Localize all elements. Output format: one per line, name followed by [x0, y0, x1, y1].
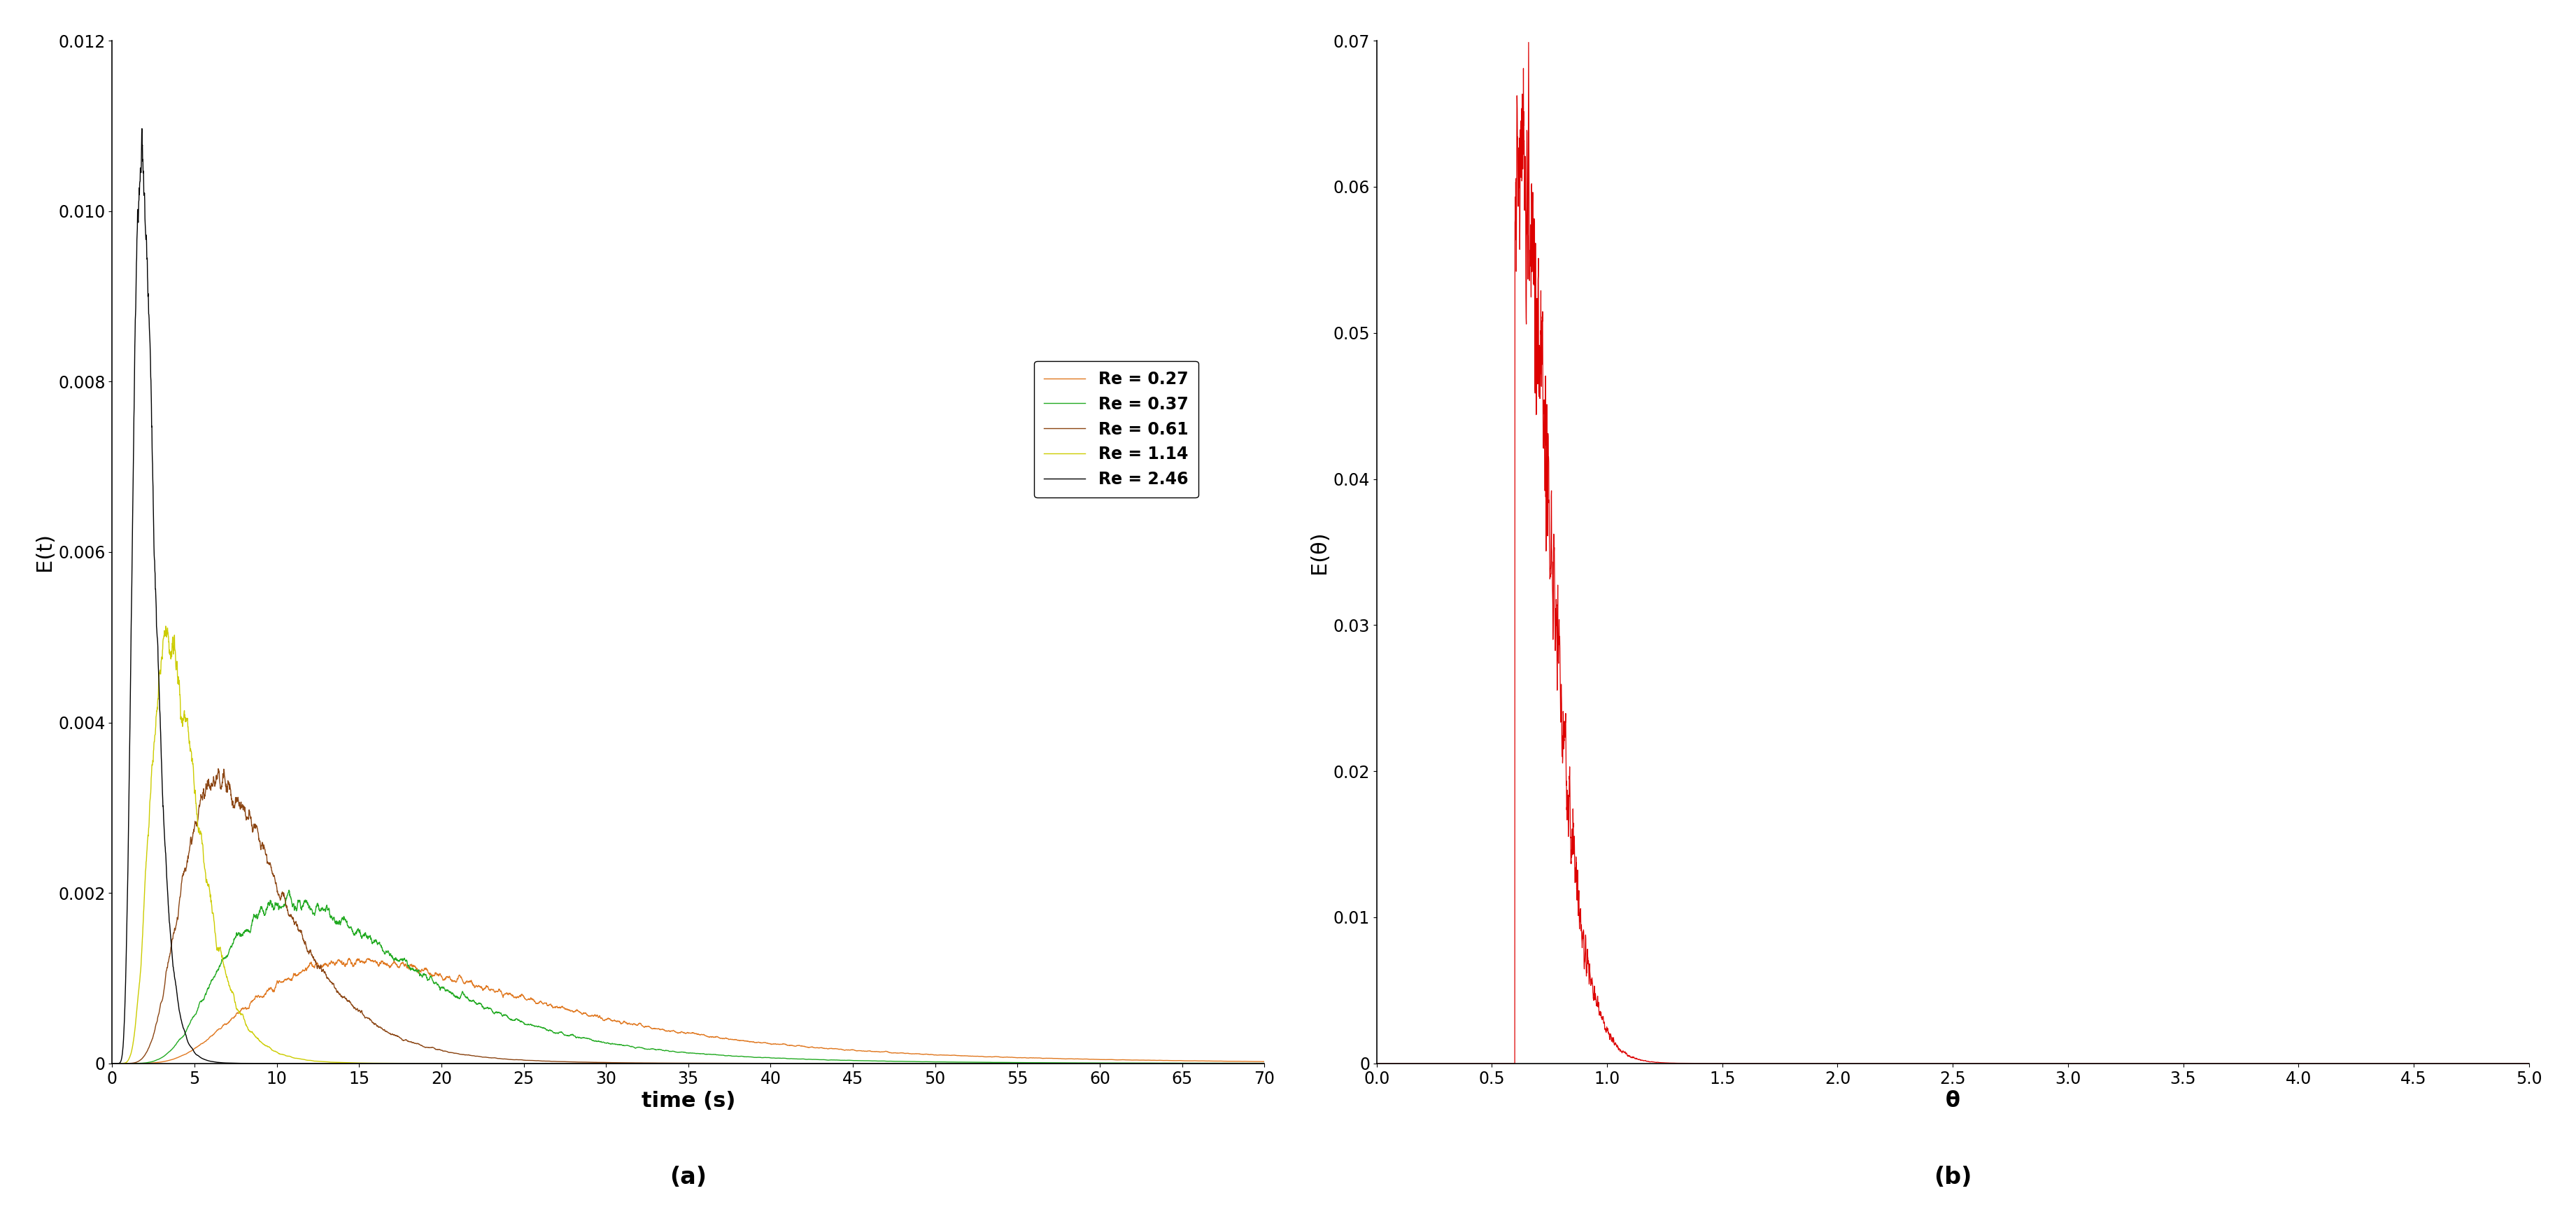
Y-axis label: E(t): E(t) — [33, 533, 54, 572]
Re = 0.37 — [322, 914, 353, 929]
Re = 0.37 — [894, 1054, 925, 1068]
Re = 0.61 — [894, 1056, 925, 1071]
Text: (b): (b) — [1935, 1165, 1971, 1189]
Re = 0.37 — [1136, 1056, 1167, 1071]
Legend: Re = 0.27, Re = 0.37, Re = 0.61, Re = 1.14, Re = 2.46: Re = 0.27, Re = 0.37, Re = 0.61, Re = 1.… — [1033, 361, 1198, 498]
Re = 0.27 — [98, 1056, 129, 1071]
Re = 2.46 — [894, 1056, 925, 1071]
Re = 2.46 — [1249, 1056, 1280, 1071]
Line: Re = 0.37: Re = 0.37 — [113, 890, 1265, 1063]
Re = 0.27 — [322, 953, 353, 968]
Re = 0.27 — [332, 951, 363, 965]
X-axis label: θ: θ — [1945, 1091, 1960, 1111]
Re = 2.46 — [1175, 1056, 1206, 1071]
Re = 0.61 — [98, 1056, 129, 1071]
Line: Re = 1.14: Re = 1.14 — [113, 626, 1265, 1063]
Y-axis label: E(θ): E(θ) — [1309, 531, 1329, 573]
Re = 0.61 — [322, 985, 353, 999]
Re = 0.37 — [654, 1044, 685, 1059]
Re = 0.27 — [1167, 1054, 1198, 1068]
Re = 2.46 — [1167, 1056, 1198, 1071]
Re = 1.14 — [322, 1055, 353, 1070]
Re = 0.27 — [1175, 1054, 1206, 1068]
Re = 1.14 — [1167, 1056, 1198, 1071]
Re = 1.14 — [894, 1056, 925, 1071]
Re = 0.61 — [654, 1056, 685, 1071]
Re = 0.61 — [1136, 1056, 1167, 1071]
Re = 1.14 — [149, 619, 180, 634]
Re = 0.37 — [1175, 1056, 1206, 1071]
Line: Re = 2.46: Re = 2.46 — [113, 129, 1265, 1063]
Re = 1.14 — [1175, 1056, 1206, 1071]
Re = 0.61 — [204, 761, 234, 776]
Re = 2.46 — [1136, 1056, 1167, 1071]
Re = 2.46 — [654, 1056, 685, 1071]
Re = 1.14 — [98, 1056, 129, 1071]
Re = 2.46 — [98, 1056, 129, 1071]
Re = 0.27 — [654, 1023, 685, 1038]
Text: (a): (a) — [670, 1165, 706, 1189]
Line: Re = 0.61: Re = 0.61 — [113, 768, 1265, 1063]
Line: Re = 0.27: Re = 0.27 — [113, 958, 1265, 1063]
Re = 1.14 — [1136, 1056, 1167, 1071]
Re = 0.37 — [1249, 1056, 1280, 1071]
Re = 2.46 — [322, 1056, 353, 1071]
Re = 2.46 — [126, 121, 157, 136]
Re = 1.14 — [1249, 1056, 1280, 1071]
Re = 0.61 — [1249, 1056, 1280, 1071]
Re = 0.61 — [1167, 1056, 1198, 1071]
Re = 0.37 — [1167, 1056, 1198, 1071]
Re = 0.27 — [1249, 1054, 1280, 1068]
Re = 0.27 — [1136, 1053, 1167, 1067]
Re = 0.61 — [1175, 1056, 1206, 1071]
Re = 0.27 — [894, 1046, 925, 1061]
Re = 1.14 — [654, 1056, 685, 1071]
X-axis label: time (s): time (s) — [641, 1091, 734, 1111]
Re = 0.37 — [273, 883, 304, 897]
Re = 0.37 — [98, 1056, 129, 1071]
